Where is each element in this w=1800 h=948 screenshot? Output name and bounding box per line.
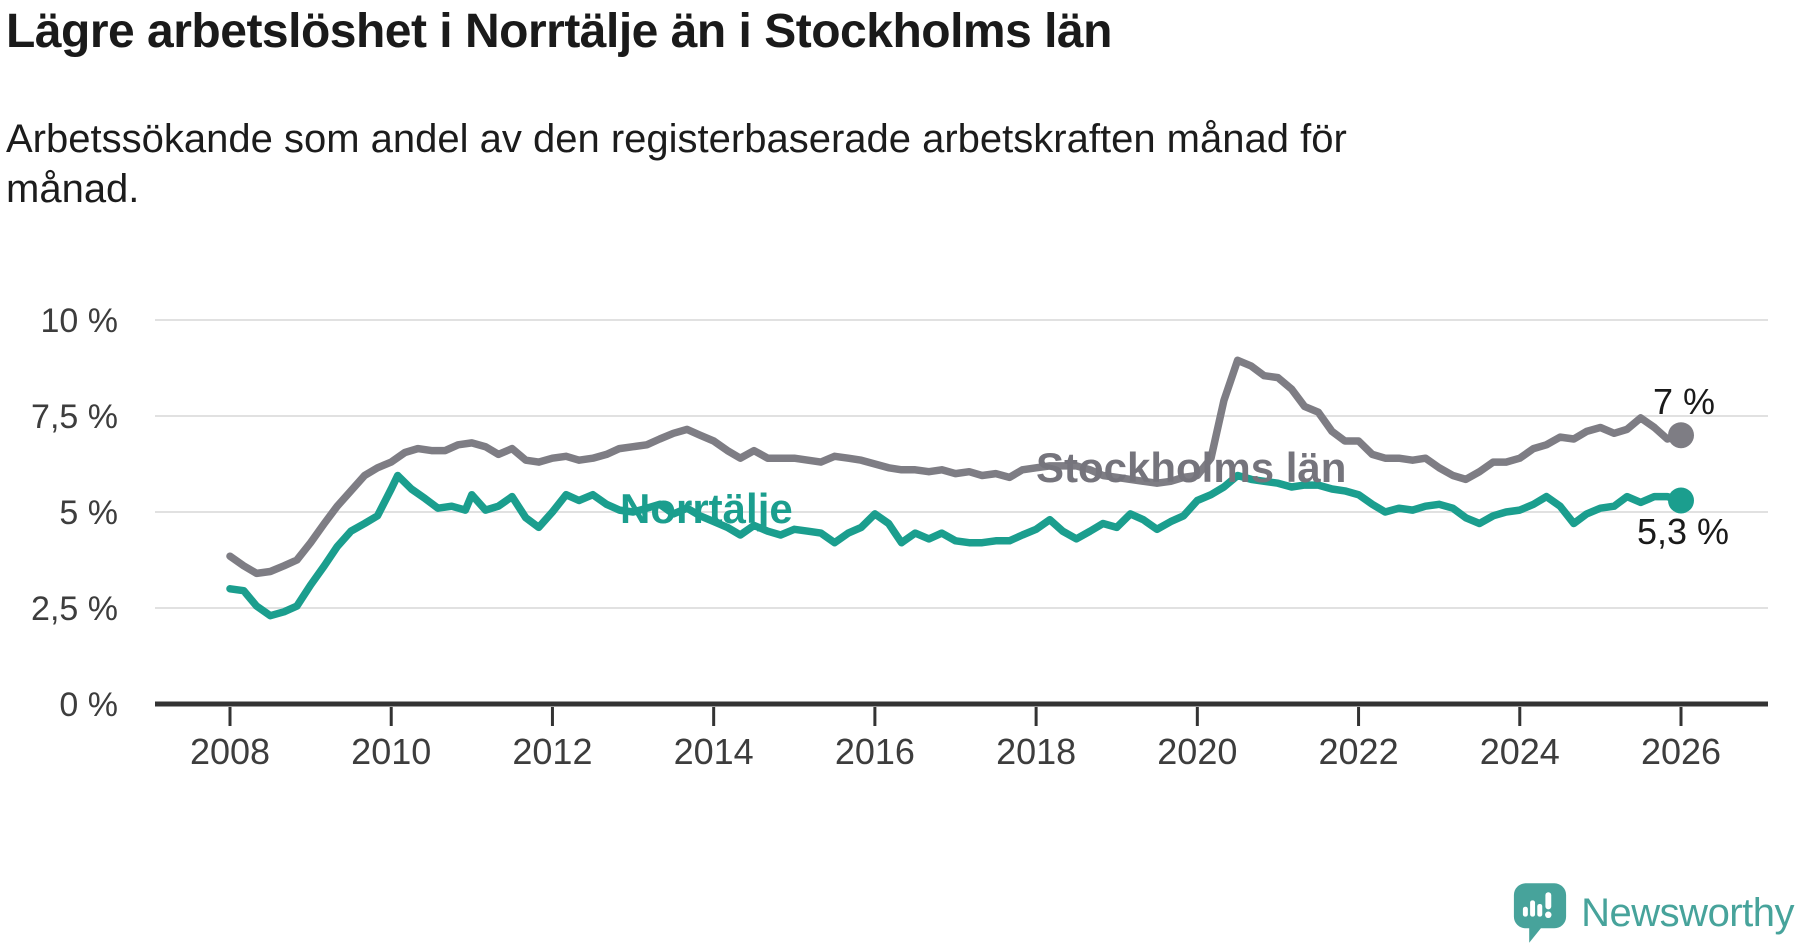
series-line-norrtalje — [226, 471, 1685, 620]
series-end-dot — [1668, 422, 1694, 449]
brand-name: Newsworthy — [1581, 890, 1794, 935]
series-inline-label: Norrtälje — [620, 485, 793, 532]
x-axis-tick-label: 2026 — [1641, 731, 1721, 772]
chart-subtitle: Arbetssökande som andel av den registerb… — [6, 117, 1347, 211]
series-end-value-label: 5,3 % — [1637, 511, 1729, 552]
x-axis-tick-label: 2016 — [835, 731, 915, 772]
y-axis-tick-label: 5 % — [59, 494, 118, 532]
x-axis-tick-label: 2024 — [1480, 731, 1560, 772]
series-line-stockholm — [226, 356, 1685, 578]
series-end-value-label: 7 % — [1653, 381, 1715, 422]
x-axis-tick-label: 2010 — [351, 731, 431, 772]
x-axis-tick-label: 2022 — [1319, 731, 1399, 772]
x-axis-tick-label: 2018 — [996, 731, 1076, 772]
x-axis-tick-label: 2020 — [1157, 731, 1237, 772]
x-axis-tick-label: 2008 — [190, 731, 270, 772]
y-axis-tick-label: 2,5 % — [31, 590, 118, 628]
series-end-dot — [1668, 487, 1694, 514]
x-axis-tick-label: 2014 — [674, 731, 754, 772]
x-axis-tick-label: 2012 — [512, 731, 592, 772]
newsworthy-logo: Newsworthy — [1513, 882, 1794, 944]
y-axis-tick-label: 7,5 % — [31, 398, 118, 436]
y-axis-tick-label: 10 % — [41, 302, 119, 340]
newsworthy-speech-bubble-chart-icon — [1514, 883, 1567, 943]
y-axis-tick-label: 0 % — [59, 686, 118, 724]
series-inline-label: Stockholms län — [1036, 444, 1346, 491]
page-title: Lägre arbetslöshet i Norrtälje än i Stoc… — [6, 5, 1112, 58]
